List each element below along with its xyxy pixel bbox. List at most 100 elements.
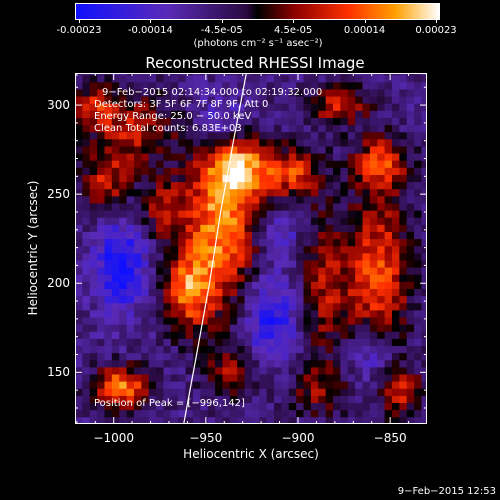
- heatmap-cell: [141, 388, 150, 396]
- heatmap-cell: [406, 153, 415, 161]
- heatmap-cell: [200, 288, 209, 297]
- heatmap-cell: [384, 331, 393, 339]
- heatmap-cell: [296, 338, 304, 347]
- heatmap-cell: [111, 174, 120, 183]
- heatmap-cell: [104, 110, 113, 118]
- heatmap-cell: [251, 416, 260, 424]
- heatmap-cell: [355, 96, 363, 104]
- heatmap-cell: [296, 317, 304, 325]
- heatmap-cell: [148, 274, 157, 282]
- heatmap-cell: [215, 395, 223, 404]
- heatmap-cell: [384, 131, 393, 140]
- heatmap-cell: [296, 73, 304, 76]
- heatmap-cell: [333, 388, 341, 396]
- heatmap-cell: [333, 153, 341, 161]
- heatmap-cell: [185, 274, 194, 282]
- heatmap-cell: [237, 331, 245, 339]
- heatmap-cell: [251, 138, 260, 147]
- heatmap-cell: [347, 73, 356, 76]
- heatmap-cell: [310, 231, 319, 240]
- heatmap-cell: [104, 131, 113, 140]
- heatmap-cell: [281, 352, 290, 361]
- heatmap-cell: [259, 381, 268, 389]
- heatmap-cell: [333, 160, 341, 168]
- heatmap-cell: [207, 117, 216, 126]
- heatmap-cell: [111, 188, 120, 197]
- heatmap-cell: [340, 74, 349, 83]
- heatmap-cell: [347, 267, 356, 275]
- heatmap-cell: [266, 174, 275, 183]
- heatmap-cell: [310, 295, 319, 304]
- heatmap-cell: [104, 224, 113, 232]
- heatmap-cell: [222, 117, 231, 126]
- heatmap-cell: [156, 217, 164, 225]
- heatmap-cell: [391, 188, 400, 197]
- heatmap-plot: [75, 73, 427, 424]
- heatmap-cell: [126, 281, 135, 289]
- heatmap-cell: [119, 288, 127, 297]
- heatmap-cell: [75, 74, 83, 83]
- heatmap-cell: [97, 188, 105, 197]
- heatmap-cell: [192, 288, 201, 297]
- heatmap-cell: [133, 224, 142, 232]
- plot-frame: [75, 73, 427, 424]
- heatmap-cell: [97, 131, 105, 140]
- heatmap-cell: [281, 267, 290, 275]
- heatmap-cell: [119, 103, 127, 111]
- heatmap-cell: [347, 288, 356, 297]
- heatmap-cell: [170, 267, 179, 275]
- heatmap-cell: [229, 96, 238, 104]
- heatmap-cell: [119, 81, 127, 90]
- heatmap-cell: [406, 224, 415, 232]
- heatmap-cell: [119, 146, 127, 154]
- heatmap-cell: [75, 402, 83, 411]
- heatmap-cell: [391, 224, 400, 232]
- heatmap-cell: [133, 309, 142, 318]
- colorbar-tick-label: 0.00023: [415, 25, 457, 36]
- heatmap-cell: [207, 174, 216, 183]
- heatmap-cell: [288, 260, 297, 268]
- colorbar-tick-label: 4.5e-05: [273, 25, 313, 36]
- heatmap-cell: [347, 174, 356, 183]
- heatmap-cell: [133, 103, 142, 111]
- heatmap-cell: [369, 188, 378, 197]
- heatmap-cell: [111, 338, 120, 347]
- heatmap-cell: [399, 302, 408, 311]
- heatmap-cell: [170, 309, 179, 318]
- heatmap-cell: [288, 117, 297, 126]
- heatmap-cell: [362, 153, 371, 161]
- heatmap-cell: [362, 110, 371, 118]
- heatmap-cell: [111, 181, 120, 190]
- heatmap-cell: [237, 195, 245, 204]
- heatmap-cell: [156, 160, 164, 168]
- heatmap-cell: [399, 210, 408, 218]
- heatmap-cell: [333, 238, 341, 247]
- heatmap-cell: [303, 345, 312, 354]
- heatmap-cell: [333, 252, 341, 261]
- heatmap-cell: [384, 238, 393, 247]
- heatmap-cell: [296, 374, 304, 382]
- heatmap-cell: [355, 174, 363, 183]
- heatmap-cell: [104, 309, 113, 318]
- heatmap-cell: [406, 160, 415, 168]
- heatmap-cell: [126, 238, 135, 247]
- heatmap-cell: [163, 352, 172, 361]
- heatmap-cell: [414, 167, 422, 175]
- heatmap-cell: [318, 352, 327, 361]
- heatmap-cell: [222, 131, 231, 140]
- heatmap-cell: [156, 374, 164, 382]
- heatmap-cell: [111, 217, 120, 225]
- heatmap-cell: [207, 331, 216, 339]
- heatmap-cell: [421, 374, 427, 382]
- heatmap-cell: [369, 374, 378, 382]
- heatmap-cell: [200, 188, 209, 197]
- heatmap-cell: [237, 174, 245, 183]
- heatmap-cell: [414, 146, 422, 154]
- heatmap-cell: [333, 81, 341, 90]
- heatmap-cell: [126, 359, 135, 368]
- heatmap-cell: [200, 124, 209, 133]
- heatmap-cell: [119, 238, 127, 247]
- heatmap-cell: [126, 74, 135, 83]
- heatmap-cell: [421, 138, 427, 147]
- heatmap-cell: [148, 146, 157, 154]
